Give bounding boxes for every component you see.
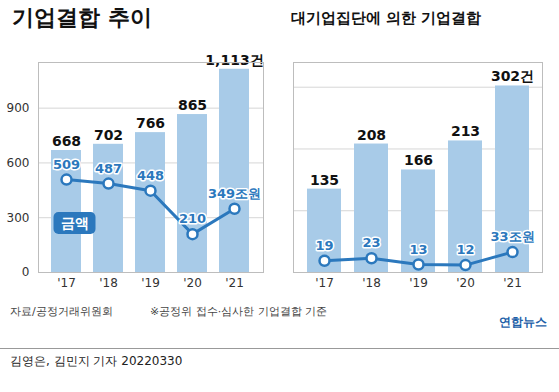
svg-text:865: 865 — [178, 97, 207, 113]
svg-text:208: 208 — [357, 127, 386, 143]
svg-text:'17: '17 — [315, 276, 334, 290]
svg-text:0: 0 — [22, 265, 30, 279]
svg-text:900: 900 — [7, 101, 30, 115]
svg-text:금액: 금액 — [61, 215, 89, 231]
svg-text:702: 702 — [94, 127, 123, 143]
svg-text:'19: '19 — [141, 276, 160, 290]
svg-text:33조원: 33조원 — [490, 229, 534, 244]
svg-text:12: 12 — [456, 242, 474, 257]
svg-text:135: 135 — [310, 172, 339, 188]
svg-text:349조원: 349조원 — [208, 186, 261, 201]
html-text:김영은, 김민지 기자 20220330: 김영은, 김민지 기자 20220330 — [10, 354, 183, 368]
svg-text:300: 300 — [7, 211, 30, 225]
svg-text:668: 668 — [52, 133, 81, 149]
svg-text:'20: '20 — [456, 276, 475, 290]
html-text:대기업집단에 의한 기업결합: 대기업집단에 의한 기업결합 — [291, 9, 482, 27]
svg-text:'20: '20 — [183, 276, 202, 290]
svg-text:1,113건: 1,113건 — [205, 52, 263, 68]
html-text:연합뉴스: 연합뉴스 — [499, 315, 547, 329]
svg-text:448: 448 — [137, 168, 164, 183]
svg-text:'18: '18 — [99, 276, 118, 290]
svg-text:'17: '17 — [57, 276, 76, 290]
svg-text:509: 509 — [53, 157, 80, 172]
svg-text:213: 213 — [451, 123, 480, 139]
svg-text:166: 166 — [404, 152, 433, 168]
svg-text:487: 487 — [95, 161, 122, 176]
svg-text:'19: '19 — [409, 276, 428, 290]
svg-text:210: 210 — [179, 211, 206, 226]
svg-text:13: 13 — [409, 242, 427, 257]
svg-text:766: 766 — [136, 115, 165, 131]
svg-text:302건: 302건 — [491, 68, 534, 84]
html-text:※공정위 접수·심사한 기업결합 기준: ※공정위 접수·심사한 기업결합 기준 — [150, 305, 328, 318]
svg-text:19: 19 — [315, 238, 333, 253]
html-text:자료/공정거래위원회: 자료/공정거래위원회 — [10, 305, 113, 318]
html-text:기업결합 추이: 기업결합 추이 — [12, 5, 152, 30]
svg-text:'21: '21 — [225, 276, 244, 290]
svg-text:23: 23 — [362, 235, 380, 250]
svg-text:'18: '18 — [362, 276, 381, 290]
svg-text:'21: '21 — [503, 276, 522, 290]
svg-text:600: 600 — [7, 156, 30, 170]
